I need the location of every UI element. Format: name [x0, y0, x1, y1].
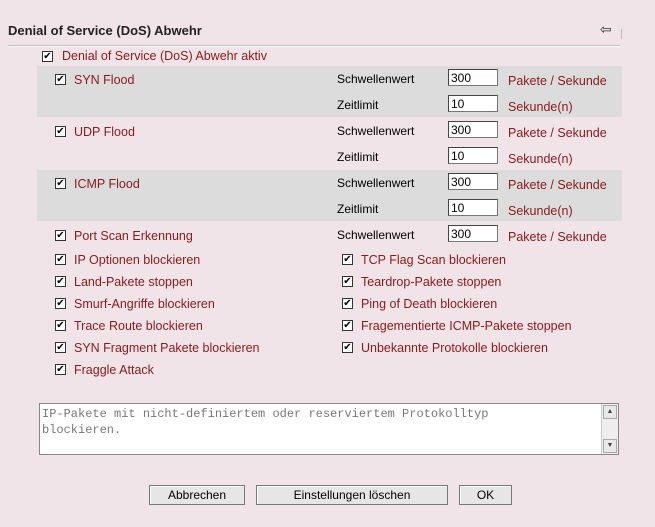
option-label: Trace Route blockieren	[74, 319, 203, 333]
option-checkbox[interactable]: ✔	[342, 276, 353, 287]
option-checkbox[interactable]: ✔	[342, 298, 353, 309]
icmp-timeout-input[interactable]	[448, 199, 498, 216]
udp-threshold-label: Schwellenwert	[337, 124, 415, 138]
option-label: Smurf-Angriffe blockieren	[74, 297, 215, 311]
option-checkbox[interactable]: ✔	[55, 320, 66, 331]
option-checkbox[interactable]: ✔	[342, 320, 353, 331]
option-checkbox[interactable]: ✔	[342, 342, 353, 353]
port-scan-label: Port Scan Erkennung	[74, 229, 193, 243]
option-checkbox[interactable]: ✔	[55, 298, 66, 309]
syn-threshold-unit: Pakete / Sekunde	[508, 74, 607, 88]
option-checkbox[interactable]: ✔	[55, 254, 66, 265]
option-label: TCP Flag Scan blockieren	[361, 253, 506, 267]
clear-settings-button[interactable]: Einstellungen löschen	[256, 485, 448, 505]
port-scan-threshold-unit: Pakete / Sekunde	[508, 230, 607, 244]
option-label: SYN Fragment Pakete blockieren	[74, 341, 260, 355]
udp-flood-label: UDP Flood	[74, 125, 135, 139]
icmp-flood-checkbox[interactable]: ✔	[55, 178, 66, 189]
title-divider	[8, 45, 620, 47]
syn-flood-label: SYN Flood	[74, 73, 135, 87]
option-label: Land-Pakete stoppen	[74, 275, 193, 289]
syn-timeout-label: Zeitlimit	[337, 98, 379, 112]
page-title: Denial of Service (DoS) Abwehr	[8, 23, 202, 38]
option-label: IP Optionen blockieren	[74, 253, 201, 267]
icmp-threshold-unit: Pakete / Sekunde	[508, 178, 607, 192]
udp-threshold-unit: Pakete / Sekunde	[508, 126, 607, 140]
dos-active-label: Denial of Service (DoS) Abwehr aktiv	[62, 49, 267, 63]
textarea-scrollbar[interactable]: ▲ ▼	[601, 404, 618, 454]
option-checkbox[interactable]: ✔	[55, 342, 66, 353]
scroll-down-icon[interactable]: ▼	[603, 439, 617, 453]
description-textarea[interactable]: IP-Pakete mit nicht-definiertem oder res…	[39, 403, 619, 455]
description-text: IP-Pakete mit nicht-definiertem oder res…	[42, 407, 489, 437]
scroll-up-icon[interactable]: ▲	[603, 405, 617, 419]
udp-timeout-unit: Sekunde(n)	[508, 152, 573, 166]
divider	[621, 29, 622, 39]
option-label: Unbekannte Protokolle blockieren	[361, 341, 548, 355]
icmp-flood-band	[37, 170, 622, 221]
syn-threshold-label: Schwellenwert	[337, 72, 415, 86]
port-scan-checkbox[interactable]: ✔	[55, 230, 66, 241]
cancel-button[interactable]: Abbrechen	[149, 485, 245, 505]
udp-flood-checkbox[interactable]: ✔	[55, 126, 66, 137]
port-scan-threshold-input[interactable]	[448, 225, 498, 242]
syn-flood-band	[37, 66, 622, 117]
udp-threshold-input[interactable]	[448, 121, 498, 138]
port-scan-threshold-label: Schwellenwert	[337, 228, 415, 242]
option-checkbox[interactable]: ✔	[55, 364, 66, 375]
syn-timeout-input[interactable]	[448, 95, 498, 112]
icmp-timeout-unit: Sekunde(n)	[508, 204, 573, 218]
back-arrow-icon[interactable]: ⇦	[600, 21, 612, 37]
syn-timeout-unit: Sekunde(n)	[508, 100, 573, 114]
option-label: Teardrop-Pakete stoppen	[361, 275, 502, 289]
icmp-threshold-input[interactable]	[448, 173, 498, 190]
option-label: Ping of Death blockieren	[361, 297, 498, 311]
option-checkbox[interactable]: ✔	[342, 254, 353, 265]
dos-active-checkbox[interactable]: ✔	[42, 51, 53, 62]
option-label: Fraggle Attack	[74, 363, 154, 377]
udp-timeout-label: Zeitlimit	[337, 150, 379, 164]
udp-timeout-input[interactable]	[448, 147, 498, 164]
icmp-flood-label: ICMP Flood	[74, 177, 140, 191]
icmp-threshold-label: Schwellenwert	[337, 176, 415, 190]
syn-flood-checkbox[interactable]: ✔	[55, 74, 66, 85]
syn-threshold-input[interactable]	[448, 69, 498, 86]
ok-button[interactable]: OK	[459, 485, 512, 505]
icmp-timeout-label: Zeitlimit	[337, 202, 379, 216]
option-label: Fragementierte ICMP-Pakete stoppen	[361, 319, 572, 333]
option-checkbox[interactable]: ✔	[55, 276, 66, 287]
